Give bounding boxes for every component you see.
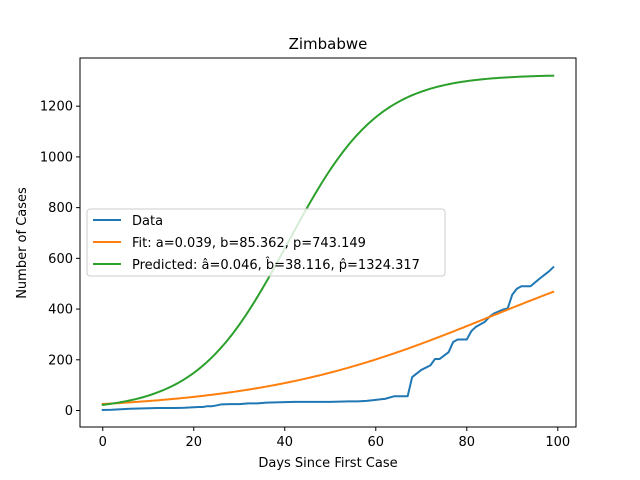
legend-label-0: Data — [132, 214, 163, 229]
y-tick-label: 0 — [65, 404, 73, 419]
plot-area — [101, 74, 555, 412]
y-tick-label: 200 — [48, 353, 73, 368]
axes-frame — [79, 57, 577, 428]
y-tick-label: 400 — [48, 303, 73, 318]
x-axis-label: Days Since First Case — [258, 456, 397, 471]
y-tick-label: 1000 — [40, 150, 73, 165]
y-tick-label: 600 — [48, 252, 73, 267]
y-axis-label: Number of Cases — [15, 187, 30, 299]
x-tick-label: 0 — [99, 435, 107, 450]
x-tick-label: 40 — [276, 435, 293, 450]
series-line-1 — [101, 290, 555, 406]
y-tick-label: 800 — [48, 201, 73, 216]
chart-title: Zimbabwe — [289, 35, 368, 53]
x-tick-label: 80 — [459, 435, 476, 450]
x-tick-label: 100 — [545, 435, 570, 450]
legend: Data Fit: a=0.039, b=85.362, p=743.149 Pre… — [86, 208, 446, 277]
series-line-2 — [101, 74, 555, 406]
x-tick-label: 60 — [368, 435, 385, 450]
legend-label-2: Predicted: â=0.046, b̂=38.116, p̂=1324.3… — [132, 258, 420, 273]
legend-label-1: Fit: a=0.039, b=85.362, p=743.149 — [132, 236, 366, 251]
x-tick-label: 20 — [185, 435, 202, 450]
legend-box — [86, 208, 446, 277]
y-tick-label: 1200 — [40, 100, 73, 115]
